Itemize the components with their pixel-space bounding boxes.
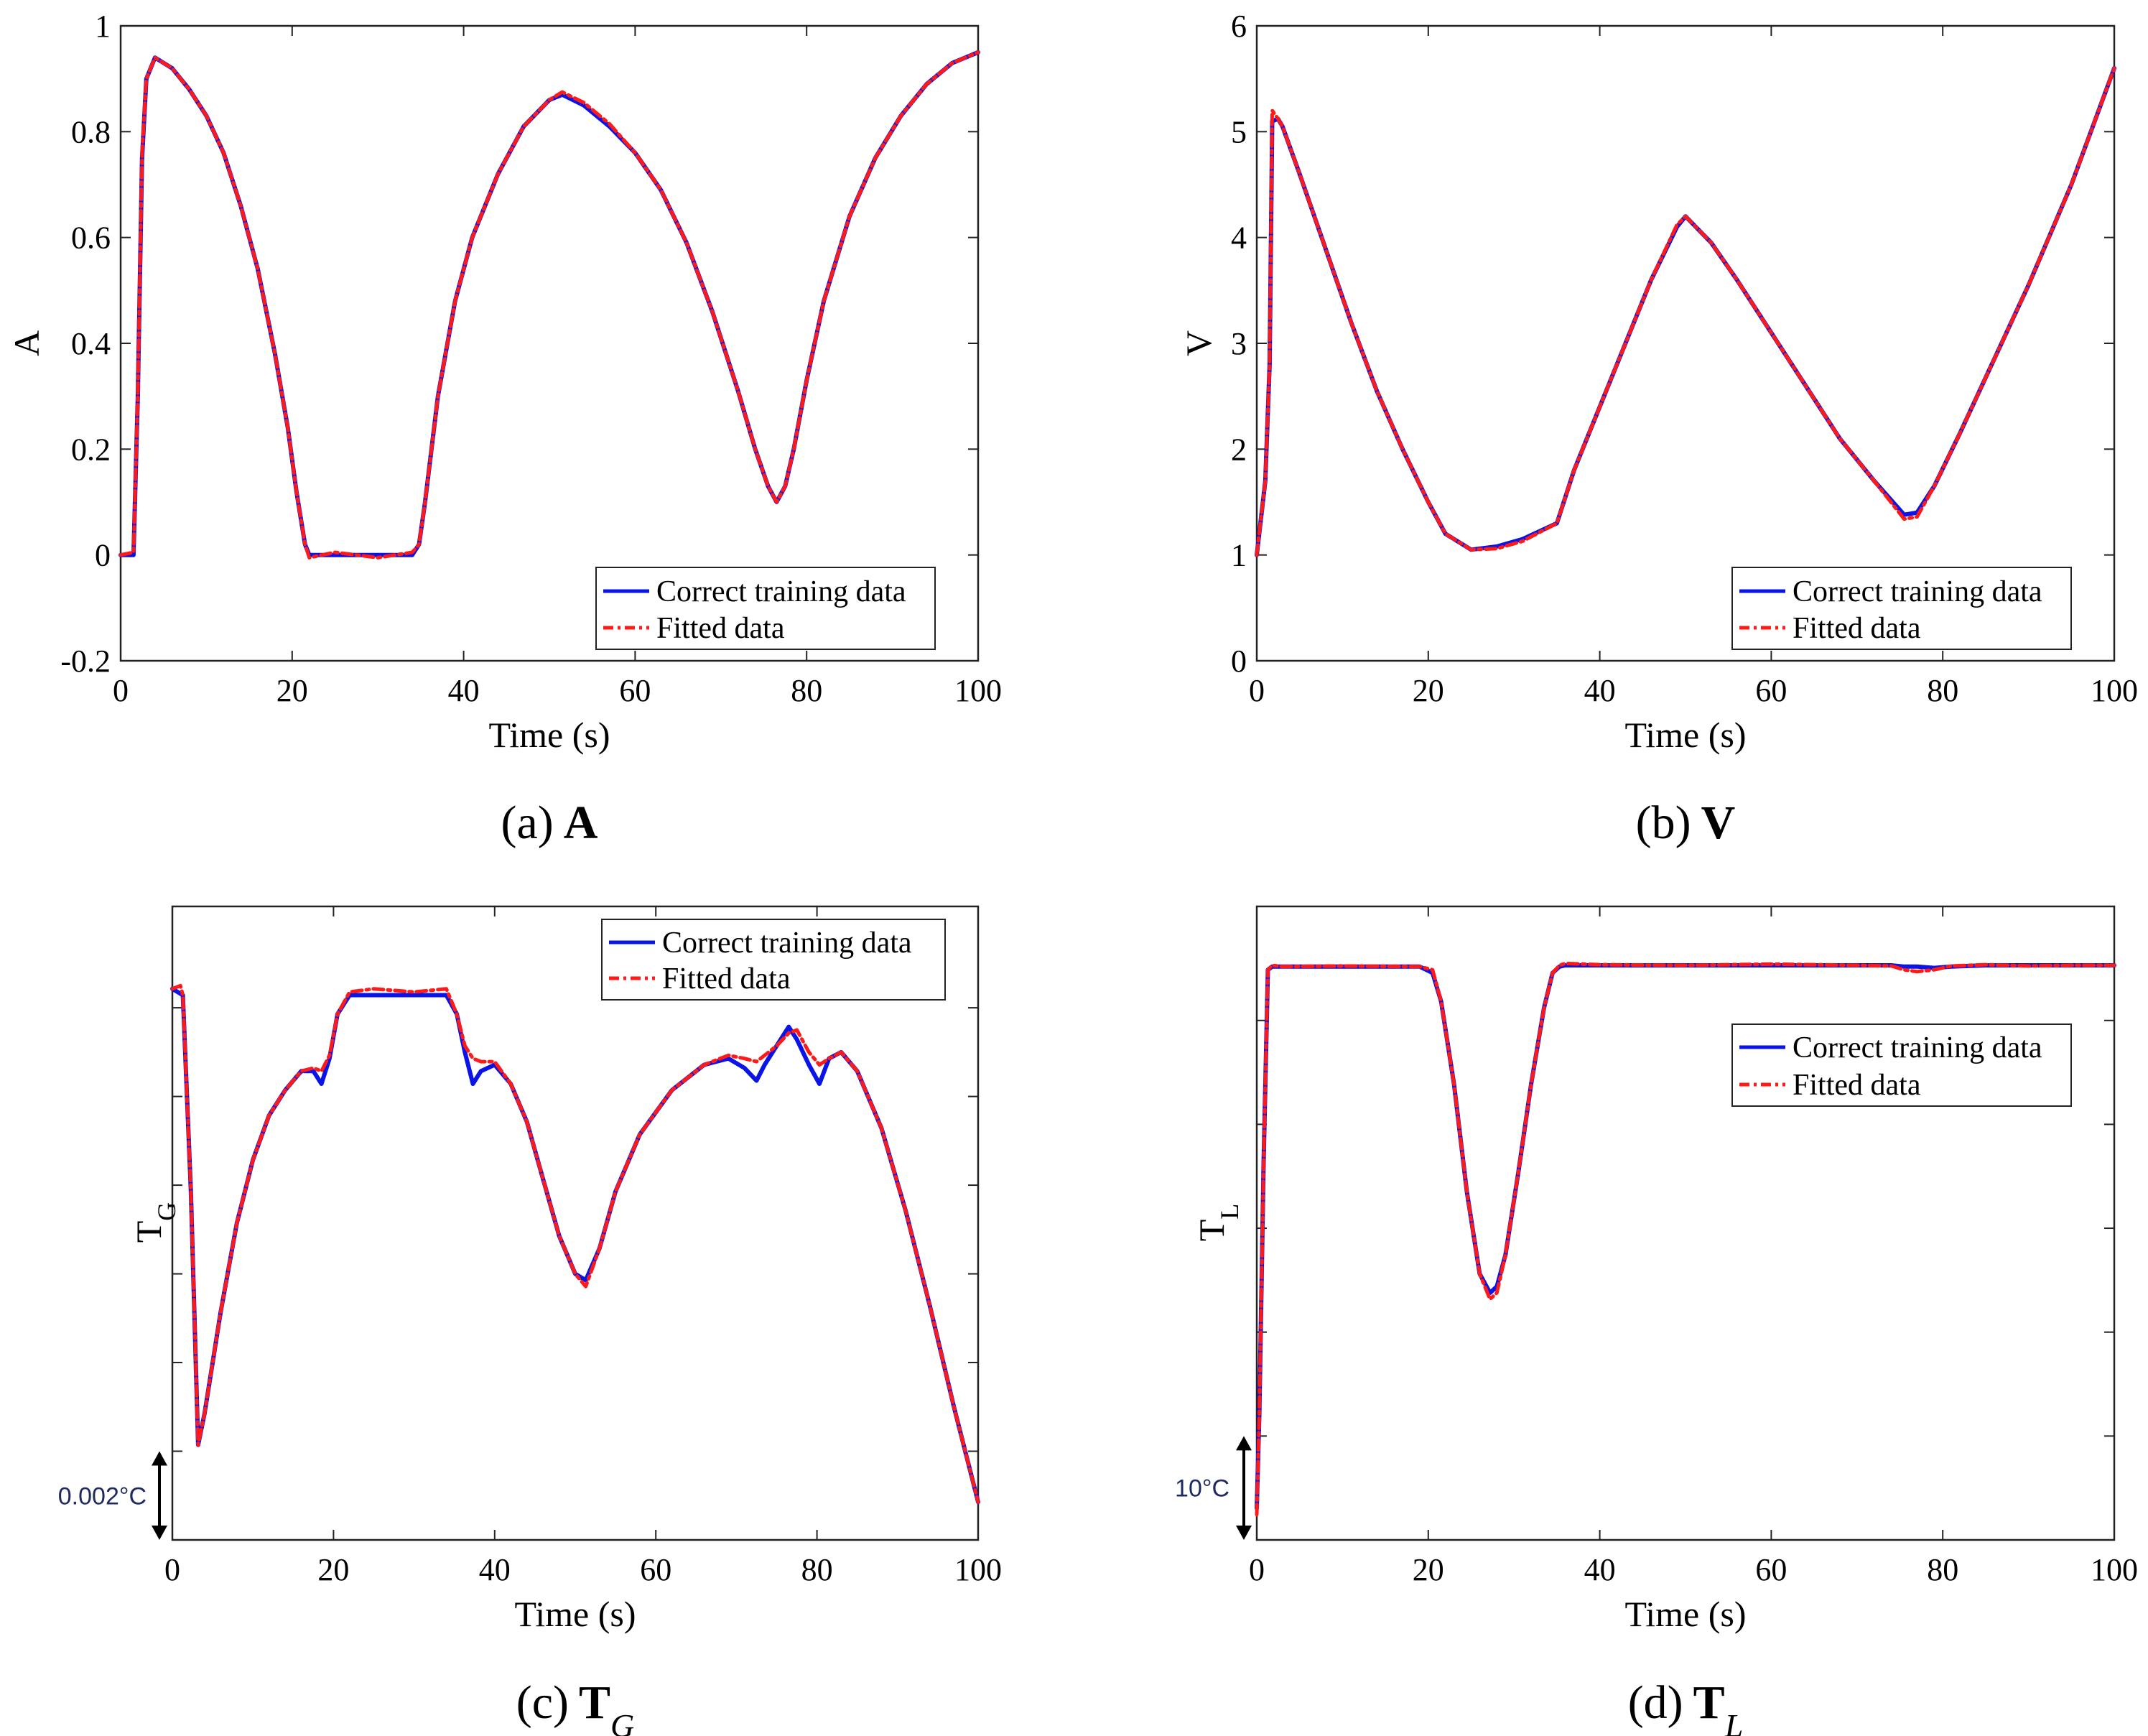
panel-d-ticks: 0 20 40 60 80 100 [1249, 906, 2138, 1587]
x-tick-label: 100 [954, 1552, 1002, 1587]
y-axis-label: TG [129, 1202, 181, 1243]
y-tick-label: 4 [1231, 221, 1247, 256]
legend-box [601, 919, 946, 1001]
panel-c: 0 20 40 60 80 100 Time (s) TG 0.002°C Correct… [58, 905, 1002, 1736]
x-tick-label: 100 [2091, 1552, 2138, 1587]
y-tick-label: -0.2 [60, 644, 111, 679]
x-axis-label: Time (s) [488, 715, 610, 755]
y-tick-label: 0 [95, 538, 111, 573]
series-fitted-data [1255, 66, 2116, 557]
y-tick-label: 5 [1231, 114, 1247, 149]
plot-frame [171, 905, 980, 1541]
legend-box [595, 567, 936, 650]
caption: (d) TL [1628, 1676, 1744, 1736]
legend: Correct training data Fitted data [601, 919, 946, 1001]
x-axis-label: Time (s) [514, 1594, 636, 1634]
panel-b-series [1255, 65, 2116, 557]
x-tick-label: 100 [954, 673, 1002, 708]
series-fitted-data [118, 50, 980, 560]
scale-bar-arrow-down-icon [152, 1526, 167, 1540]
y-axis-label: TL [1191, 1204, 1244, 1242]
y-tick-label: 0 [1231, 644, 1247, 679]
x-tick-label: 40 [1584, 1552, 1616, 1587]
panel-d-series [1255, 961, 2116, 1517]
scale-bar: 0.002°C [58, 1451, 167, 1540]
scale-bar: 10°C [1175, 1436, 1252, 1540]
x-tick-label: 80 [1927, 1552, 1958, 1587]
legend: Correct training data Fitted data [1731, 567, 2072, 650]
panel-a-ticks: 0 20 40 60 80 100-0.200.20.40.60.81 [60, 9, 1002, 708]
panel-a-series [118, 50, 980, 560]
legend-label-correct: Correct training data [662, 927, 912, 960]
legend-label-fitted: Fitted data [1793, 1069, 1921, 1102]
legend-label-fitted: Fitted data [662, 962, 791, 995]
y-tick-label: 2 [1231, 432, 1247, 467]
plot-frame [119, 24, 980, 662]
legend-label-correct: Correct training data [1793, 1031, 2042, 1064]
caption: (c) TG [516, 1676, 635, 1736]
legend-box [1731, 567, 2072, 650]
plot-frame [1255, 905, 2116, 1541]
x-tick-label: 80 [791, 673, 822, 708]
legend-label-fitted: Fitted data [656, 612, 785, 645]
x-tick-label: 20 [276, 673, 308, 708]
series-fitted-data [170, 983, 980, 1504]
x-tick-label: 60 [619, 673, 651, 708]
x-tick-label: 40 [479, 1552, 511, 1587]
caption: (b) V [1636, 797, 1736, 849]
y-axis-label: V [1178, 330, 1219, 356]
x-tick-label: 0 [1249, 1552, 1265, 1587]
legend-label-fitted: Fitted data [1793, 612, 1921, 645]
y-tick-label: 6 [1231, 9, 1247, 44]
caption: (a) A [501, 797, 598, 849]
x-axis-label: Time (s) [1624, 1594, 1746, 1634]
x-tick-label: 80 [1927, 673, 1958, 708]
x-tick-label: 100 [2091, 673, 2138, 708]
x-tick-label: 20 [1413, 673, 1444, 708]
legend: Correct training data Fitted data [595, 567, 936, 650]
x-tick-label: 0 [1249, 673, 1265, 708]
y-tick-label: 1 [95, 9, 111, 44]
panel-c-series [170, 983, 980, 1505]
y-tick-label: 0.8 [71, 114, 111, 149]
y-tick-label: 0.6 [71, 221, 111, 256]
x-tick-label: 40 [1584, 673, 1616, 708]
panel-a: 0 20 40 60 80 100-0.200.20.40.60.81 Time (s) … [6, 9, 1002, 849]
x-tick-label: 20 [317, 1552, 349, 1587]
scale-bar-label: 0.002°C [58, 1482, 147, 1510]
x-tick-label: 60 [1755, 1552, 1787, 1587]
scale-bar-arrow-down-icon [1236, 1526, 1252, 1540]
x-tick-label: 80 [801, 1552, 833, 1587]
legend-box [1731, 1024, 2072, 1107]
panel-b: 0 20 40 60 80 100 0 1 2 3 4 5 6 Time (s) V Correct t… [1178, 9, 2138, 849]
x-tick-label: 60 [1755, 673, 1787, 708]
scale-bar-arrow-up-icon [152, 1451, 167, 1466]
legend: Correct training data Fitted data [1731, 1024, 2072, 1107]
y-tick-label: 3 [1231, 326, 1247, 361]
panel-c-ticks: 0 20 40 60 80 100 [164, 906, 1002, 1587]
x-tick-label: 40 [448, 673, 480, 708]
plot-frame [1255, 24, 2116, 662]
legend-label-correct: Correct training data [1793, 575, 2042, 608]
panel-d: 0 20 40 60 80 100 Time (s) TL 10°C Correct tr… [1175, 905, 2138, 1736]
x-tick-label: 60 [640, 1552, 671, 1587]
x-tick-label: 0 [113, 673, 129, 708]
y-tick-label: 1 [1231, 538, 1247, 573]
series-fitted-data [1255, 961, 2116, 1517]
x-axis-label: Time (s) [1624, 715, 1746, 755]
x-tick-label: 20 [1413, 1552, 1444, 1587]
panel-b-ticks: 0 20 40 60 80 100 0 1 2 3 4 5 6 [1231, 9, 2138, 708]
x-tick-label: 0 [164, 1552, 180, 1587]
legend-label-correct: Correct training data [656, 575, 906, 608]
y-tick-label: 0.2 [71, 432, 111, 467]
scale-bar-arrow-up-icon [1236, 1436, 1252, 1451]
y-tick-label: 0.4 [71, 326, 111, 361]
y-axis-label: A [6, 330, 47, 356]
scale-bar-label: 10°C [1175, 1475, 1229, 1503]
